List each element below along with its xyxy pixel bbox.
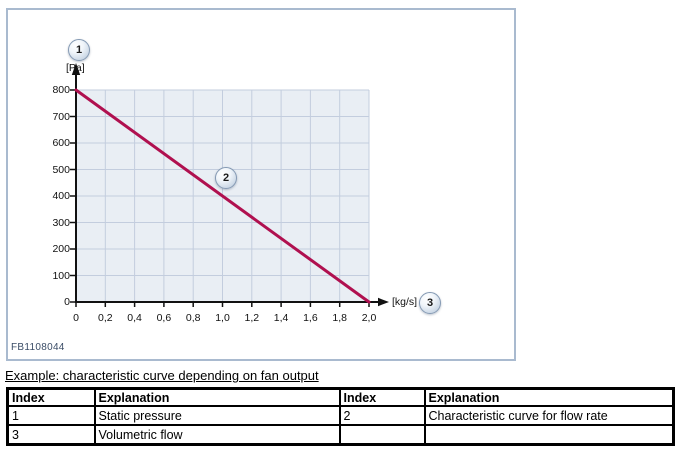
table-row: 1 Static pressure 2 Characteristic curve…: [6, 405, 675, 426]
index-explanation-table: Index Explanation Index Explanation 1 St…: [6, 387, 675, 446]
x-axis: [75, 297, 389, 307]
cell-explanation: Volumetric flow: [93, 424, 341, 446]
y-tick-label: 300: [52, 216, 70, 229]
y-tick-label: 400: [52, 190, 70, 202]
x-tick-label: 1,8: [332, 312, 347, 324]
callout-3-number: 3: [426, 297, 434, 309]
x-tick-label: 1,0: [215, 312, 230, 324]
x-axis-unit-label: [kg/s]: [392, 296, 418, 308]
cell-index: 3: [6, 424, 96, 446]
x-tick-label: 2,0: [361, 312, 377, 324]
x-tick-label: 0,4: [127, 312, 142, 324]
y-tick-label: 800: [52, 84, 70, 96]
y-tick-label: 700: [52, 110, 70, 123]
x-tick-label: 1,2: [244, 312, 260, 324]
callout-2-number: 2: [222, 172, 230, 184]
cell-explanation: Static pressure: [93, 405, 341, 426]
y-tick-label: 100: [52, 269, 70, 282]
y-axis-unit-label: [Pa]: [66, 62, 85, 74]
callout-1-number: 1: [75, 44, 83, 56]
cell-index: 1: [6, 405, 96, 426]
header-index-2: Index: [338, 387, 426, 407]
callout-2: 2: [215, 167, 237, 189]
figure-code: FB1108044: [11, 342, 65, 353]
cell-explanation: [423, 424, 675, 446]
cell-explanation: Characteristic curve for flow rate: [423, 405, 675, 426]
callout-1: 1: [68, 39, 90, 61]
figure-caption: Example: characteristic curve depending …: [5, 368, 319, 383]
x-tick-label: 0: [73, 312, 79, 324]
header-explanation-2: Explanation: [423, 387, 675, 407]
y-tick-label: 500: [52, 163, 70, 176]
table-row: 3 Volumetric flow: [6, 424, 675, 446]
y-tick-label: 600: [52, 137, 70, 149]
callout-3: 3: [419, 292, 441, 314]
y-tick-label: 200: [52, 243, 70, 255]
x-tick-label: 0,2: [97, 312, 113, 324]
fan-curve-figure-box: 800 700 600 500 400 300 200 100 0 0 0,2 0,4 0,6 0,8 1…: [6, 8, 516, 361]
header-index-1: Index: [6, 387, 96, 407]
x-tick-label: 1,6: [303, 312, 318, 324]
cell-index: [338, 424, 426, 446]
fan-curve-chart: 800 700 600 500 400 300 200 100 0 0 0,2 0,4 0,6 0,8 1…: [8, 10, 514, 359]
table-header-row: Index Explanation Index Explanation: [6, 387, 675, 407]
chart-canvas: [70, 63, 389, 307]
x-tick-label: 0,8: [185, 312, 201, 324]
header-explanation-1: Explanation: [93, 387, 341, 407]
x-tick-label: 1,4: [273, 312, 289, 324]
y-axis: [71, 63, 81, 303]
y-tick-label: 0: [64, 296, 70, 308]
x-tick-label: 0,6: [156, 312, 172, 324]
characteristic-curve: [74, 88, 371, 304]
cell-index: 2: [338, 405, 426, 426]
